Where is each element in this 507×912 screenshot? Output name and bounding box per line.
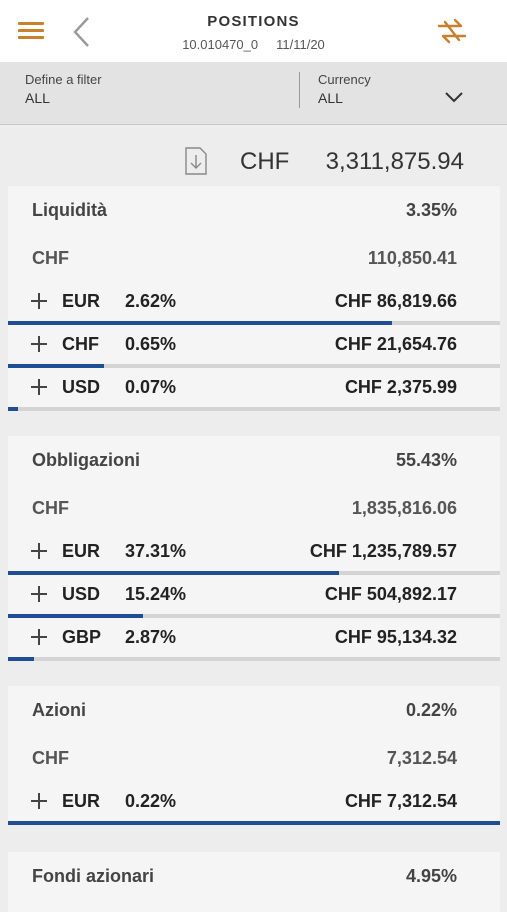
- position-amount: CHF 86,819.66: [334, 291, 457, 311]
- position-row[interactable]: GBP 2.87% CHF 95,134.32: [8, 618, 500, 661]
- position-bar: [8, 364, 500, 368]
- position-percent: 37.31%: [125, 541, 187, 561]
- filter-selector[interactable]: Define a filter ALL: [25, 72, 102, 106]
- position-bar: [8, 407, 500, 411]
- position-amount: CHF 2,375.99: [344, 377, 457, 397]
- plus-icon[interactable]: [30, 335, 48, 353]
- position-bar-fill: [8, 821, 500, 825]
- positions-date: 11/11/20: [276, 37, 325, 52]
- position-row[interactable]: CHF 0.65% CHF 21,654.76: [8, 325, 500, 368]
- menu-icon[interactable]: [18, 22, 44, 40]
- filter-value: ALL: [25, 90, 50, 106]
- section-percent: 3.35%: [405, 200, 457, 220]
- position-amount: CHF 504,892.17: [324, 584, 457, 604]
- position-bar-fill: [8, 657, 34, 661]
- filter-bar: Define a filter ALL Currency ALL: [0, 62, 507, 125]
- position-row[interactable]: EUR 0.22% CHF 7,312.54: [8, 782, 500, 825]
- position-bar-fill: [8, 321, 392, 325]
- plus-icon[interactable]: [30, 628, 48, 646]
- currency-value: ALL: [318, 90, 343, 106]
- plus-icon[interactable]: [30, 378, 48, 396]
- section-header[interactable]: Obbligazioni 55.43%: [8, 436, 500, 486]
- swap-arrows-icon[interactable]: [435, 16, 469, 46]
- section-title: Obbligazioni: [32, 450, 140, 470]
- section-title: Liquidità: [32, 200, 107, 220]
- account-number: 10.010470_0: [182, 37, 259, 52]
- position-currency: USD: [62, 584, 101, 604]
- total-currency: CHF: [240, 148, 290, 175]
- position-currency: USD: [62, 377, 101, 397]
- plus-icon[interactable]: [30, 585, 48, 603]
- total-row: CHF 3,311,875.94: [0, 140, 507, 182]
- chevron-down-icon[interactable]: [444, 90, 464, 104]
- position-currency: GBP: [62, 627, 102, 647]
- back-chevron-icon[interactable]: [70, 16, 92, 48]
- position-amount: CHF 1,235,789.57: [309, 541, 457, 561]
- position-bar: [8, 321, 500, 325]
- section-chf-total: CHF 110,850.41: [8, 236, 500, 282]
- position-bar-fill: [8, 407, 18, 411]
- position-row[interactable]: USD 0.07% CHF 2,375.99: [8, 368, 500, 411]
- plus-icon[interactable]: [30, 542, 48, 560]
- position-row[interactable]: EUR 37.31% CHF 1,235,789.57: [8, 532, 500, 575]
- section-header[interactable]: Azioni 0.22%: [8, 686, 500, 736]
- position-percent: 15.24%: [125, 584, 187, 604]
- section-chf-total: CHF 1,835,816.06: [8, 486, 500, 532]
- chf-label: CHF: [32, 498, 69, 518]
- position-currency: EUR: [62, 291, 101, 311]
- position-amount: CHF 7,312.54: [344, 791, 457, 811]
- position-percent: 0.07%: [125, 377, 177, 397]
- plus-icon[interactable]: [30, 292, 48, 310]
- position-currency: EUR: [62, 791, 101, 811]
- section-chf-total: CHF 7,312.54: [8, 736, 500, 782]
- position-percent: 0.22%: [125, 791, 177, 811]
- position-amount: CHF 95,134.32: [334, 627, 457, 647]
- position-bar: [8, 657, 500, 661]
- position-percent: 2.87%: [125, 627, 177, 647]
- plus-icon[interactable]: [30, 792, 48, 810]
- total-amount: 3,311,875.94: [325, 148, 464, 175]
- section-header[interactable]: Fondi azionari 4.95%: [8, 852, 500, 902]
- chf-amount: 7,312.54: [386, 748, 457, 768]
- chf-label: CHF: [32, 748, 69, 768]
- position-amount: CHF 21,654.76: [334, 334, 457, 354]
- filter-divider: [299, 72, 300, 108]
- position-currency: EUR: [62, 541, 101, 561]
- section-percent: 4.95%: [405, 866, 457, 886]
- position-currency: CHF: [62, 334, 99, 354]
- position-bar: [8, 614, 500, 618]
- position-bar: [8, 821, 500, 825]
- position-bar-fill: [8, 571, 340, 575]
- position-bar-fill: [8, 364, 104, 368]
- position-percent: 0.65%: [125, 334, 177, 354]
- currency-label: Currency: [318, 72, 371, 87]
- section-liquidita: Liquidità 3.35% CHF 110,850.41 EUR 2.62%…: [8, 186, 500, 411]
- section-title: Azioni: [32, 700, 86, 720]
- section-azioni: Azioni 0.22% CHF 7,312.54 EUR 0.22% CHF …: [8, 686, 500, 825]
- filter-label: Define a filter: [25, 72, 102, 87]
- position-bar-fill: [8, 614, 144, 618]
- currency-selector[interactable]: Currency ALL: [318, 72, 371, 106]
- section-header[interactable]: Liquidità 3.35%: [8, 186, 500, 236]
- download-icon[interactable]: [184, 146, 208, 176]
- chf-label: CHF: [32, 248, 69, 268]
- account-subtitle: 10.010470_0 11/11/20: [0, 37, 507, 52]
- page-title: POSITIONS: [207, 13, 300, 30]
- top-bar: POSITIONS 10.010470_0 11/11/20: [0, 0, 507, 62]
- position-row[interactable]: EUR 2.62% CHF 86,819.66: [8, 282, 500, 325]
- section-percent: 0.22%: [405, 700, 457, 720]
- section-title: Fondi azionari: [32, 866, 155, 886]
- section-obbligazioni: Obbligazioni 55.43% CHF 1,835,816.06 EUR…: [8, 436, 500, 661]
- position-bar: [8, 571, 500, 575]
- position-percent: 2.62%: [125, 291, 177, 311]
- section-percent: 55.43%: [395, 450, 457, 470]
- section-fondi-azionari: Fondi azionari 4.95%: [8, 852, 500, 912]
- position-row[interactable]: USD 15.24% CHF 504,892.17: [8, 575, 500, 618]
- chf-amount: 1,835,816.06: [351, 498, 457, 518]
- chf-amount: 110,850.41: [367, 248, 457, 268]
